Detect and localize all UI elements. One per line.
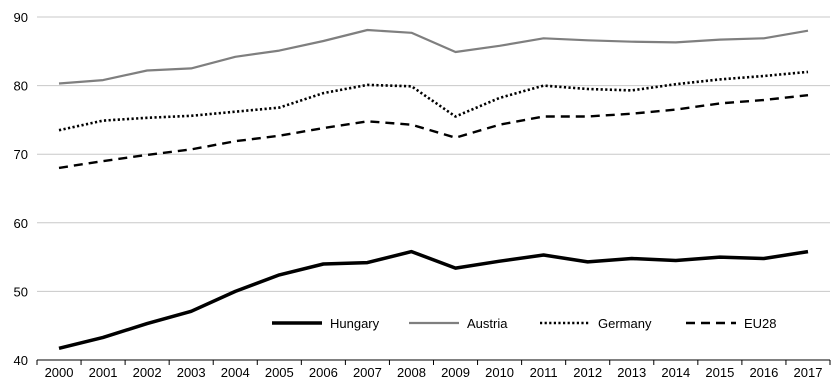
series-line-germany xyxy=(58,70,809,132)
y-tick-label-60: 60 xyxy=(14,216,28,231)
x-tick-label-2015: 2015 xyxy=(705,365,734,380)
x-tick-label-2003: 2003 xyxy=(177,365,206,380)
y-tick-label-90: 90 xyxy=(14,10,28,25)
y-tick-label-40: 40 xyxy=(14,353,28,368)
y-tick-label-50: 50 xyxy=(14,284,28,299)
x-tick-label-2016: 2016 xyxy=(749,365,778,380)
x-tick-label-2006: 2006 xyxy=(309,365,338,380)
series-line-hungary xyxy=(58,249,809,350)
x-tick-label-2014: 2014 xyxy=(661,365,690,380)
x-tick-label-2008: 2008 xyxy=(397,365,426,380)
grid-lines xyxy=(37,16,830,361)
x-tick-label-2004: 2004 xyxy=(221,365,250,380)
legend-label-eu28: EU28 xyxy=(744,316,777,331)
y-tick-label-80: 80 xyxy=(14,79,28,94)
x-tick-label-2001: 2001 xyxy=(89,365,118,380)
x-tick-label-2013: 2013 xyxy=(617,365,646,380)
y-tick-label-70: 70 xyxy=(14,147,28,162)
series-line-austria xyxy=(58,28,809,85)
series-lines xyxy=(58,28,809,350)
x-tick-label-2010: 2010 xyxy=(485,365,514,380)
x-axis-ticks: 2000 2001 2002 2003 2004 2005 2006 2007 2008 2009… xyxy=(36,360,831,380)
x-tick-label-2002: 2002 xyxy=(133,365,162,380)
x-tick-label-2017: 2017 xyxy=(794,365,823,380)
series-line-eu28 xyxy=(58,94,809,170)
legend: Hungary Austria Germany EU28 xyxy=(272,316,777,331)
legend-label-hungary: Hungary xyxy=(330,316,380,331)
y-axis-ticks: 40 50 60 70 80 90 xyxy=(14,10,28,368)
x-tick-label-2011: 2011 xyxy=(530,365,558,380)
x-tick-label-2012: 2012 xyxy=(573,365,602,380)
x-tick-label-2007: 2007 xyxy=(353,365,382,380)
legend-label-austria: Austria xyxy=(467,316,508,331)
x-tick-label-2009: 2009 xyxy=(441,365,470,380)
x-tick-label-2000: 2000 xyxy=(45,365,74,380)
x-tick-label-2005: 2005 xyxy=(265,365,294,380)
legend-label-germany: Germany xyxy=(598,316,652,331)
